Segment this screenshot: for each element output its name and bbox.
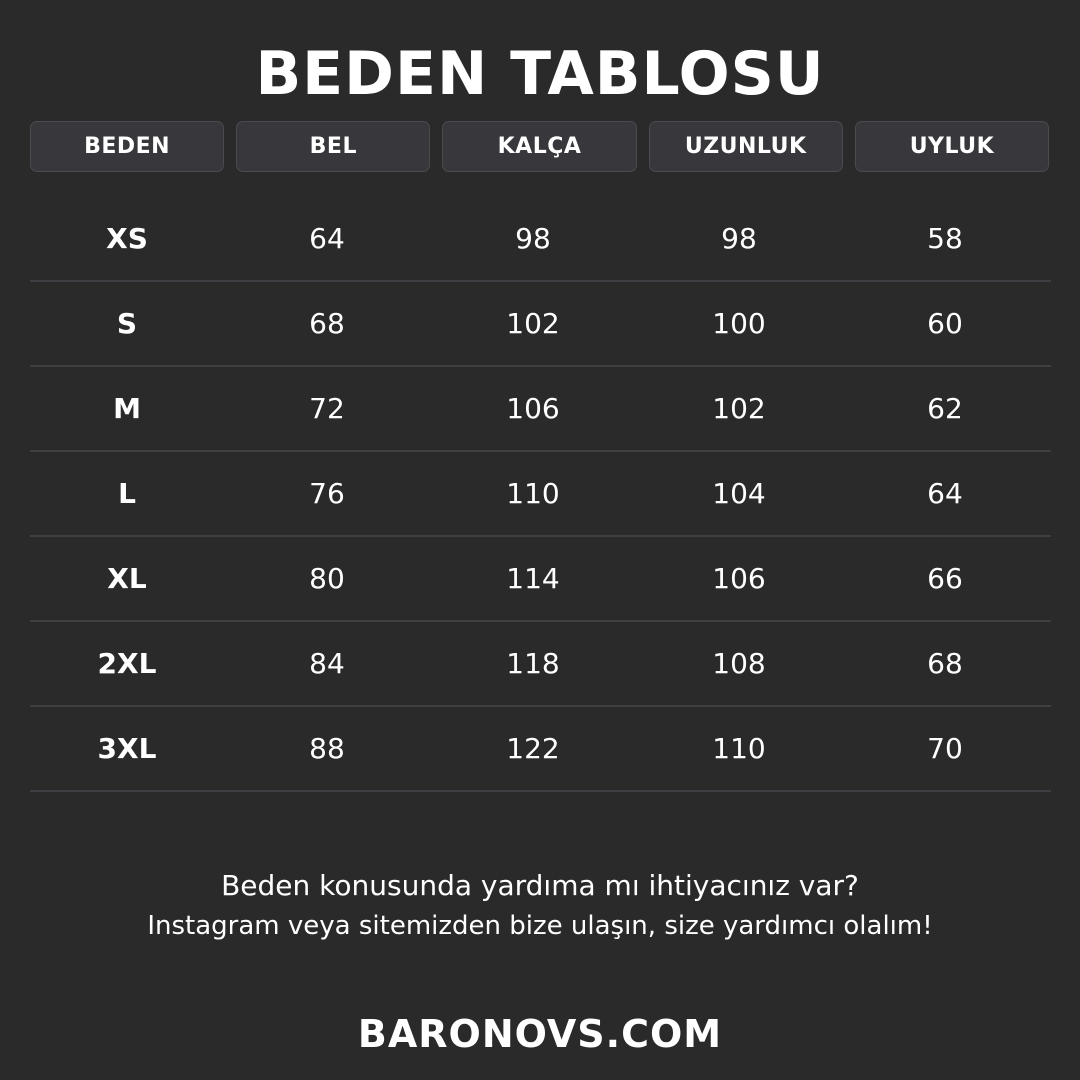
table-row: L 76 110 104 64 xyxy=(30,452,1051,537)
help-line-1: Beden konusunda yardıma mı ihtiyacınız v… xyxy=(221,869,859,902)
value-cell: 122 xyxy=(506,732,560,765)
value-cell: 70 xyxy=(927,732,963,765)
header-kalca: KALÇA xyxy=(442,121,637,172)
value-cell: 98 xyxy=(515,222,551,255)
value-cell: 114 xyxy=(506,562,560,595)
value-cell: 58 xyxy=(927,222,963,255)
value-cell: 98 xyxy=(721,222,757,255)
page-title: BEDEN TABLOSU xyxy=(255,39,825,109)
size-cell: XL xyxy=(107,562,147,595)
help-line-2: Instagram veya sitemizden bize ulaşın, s… xyxy=(147,911,933,941)
value-cell: 84 xyxy=(309,647,345,680)
value-cell: 108 xyxy=(712,647,766,680)
table-row: XS 64 98 98 58 xyxy=(30,197,1051,282)
size-table-body: XS 64 98 98 58 S 68 102 100 60 M 72 106 102 62 L 76 110 10… xyxy=(30,197,1051,792)
value-cell: 104 xyxy=(712,477,766,510)
value-cell: 106 xyxy=(506,392,560,425)
table-row: XL 80 114 106 66 xyxy=(30,537,1051,622)
header-beden: BEDEN xyxy=(30,121,225,172)
value-cell: 64 xyxy=(309,222,345,255)
value-cell: 68 xyxy=(927,647,963,680)
value-cell: 64 xyxy=(927,477,963,510)
value-cell: 66 xyxy=(927,562,963,595)
size-cell: S xyxy=(116,307,138,340)
value-cell: 72 xyxy=(309,392,345,425)
size-cell: M xyxy=(113,392,141,425)
value-cell: 106 xyxy=(712,562,766,595)
table-row: 3XL 88 122 110 70 xyxy=(30,707,1051,792)
value-cell: 118 xyxy=(506,647,560,680)
size-cell: 2XL xyxy=(97,647,157,680)
header-uzunluk: UZUNLUK xyxy=(648,121,843,172)
value-cell: 80 xyxy=(309,562,345,595)
table-row: S 68 102 100 60 xyxy=(30,282,1051,367)
value-cell: 60 xyxy=(927,307,963,340)
table-header: BEDEN BEL KALÇA UZUNLUK UYLUK xyxy=(30,121,1050,172)
value-cell: 76 xyxy=(309,477,345,510)
value-cell: 110 xyxy=(506,477,560,510)
size-cell: L xyxy=(118,477,136,510)
website-label: BARONOVS.COM xyxy=(357,1012,723,1056)
table-row: M 72 106 102 62 xyxy=(30,367,1051,452)
help-text: Beden konusunda yardıma mı ihtiyacınız v… xyxy=(0,866,1080,946)
value-cell: 102 xyxy=(506,307,560,340)
value-cell: 100 xyxy=(712,307,766,340)
value-cell: 88 xyxy=(309,732,345,765)
value-cell: 110 xyxy=(712,732,766,765)
value-cell: 102 xyxy=(712,392,766,425)
table-row: 2XL 84 118 108 68 xyxy=(30,622,1051,707)
size-cell: 3XL xyxy=(97,732,157,765)
value-cell: 62 xyxy=(927,392,963,425)
value-cell: 68 xyxy=(309,307,345,340)
header-bel: BEL xyxy=(236,121,431,172)
header-uyluk: UYLUK xyxy=(854,121,1050,172)
size-cell: XS xyxy=(106,222,148,255)
